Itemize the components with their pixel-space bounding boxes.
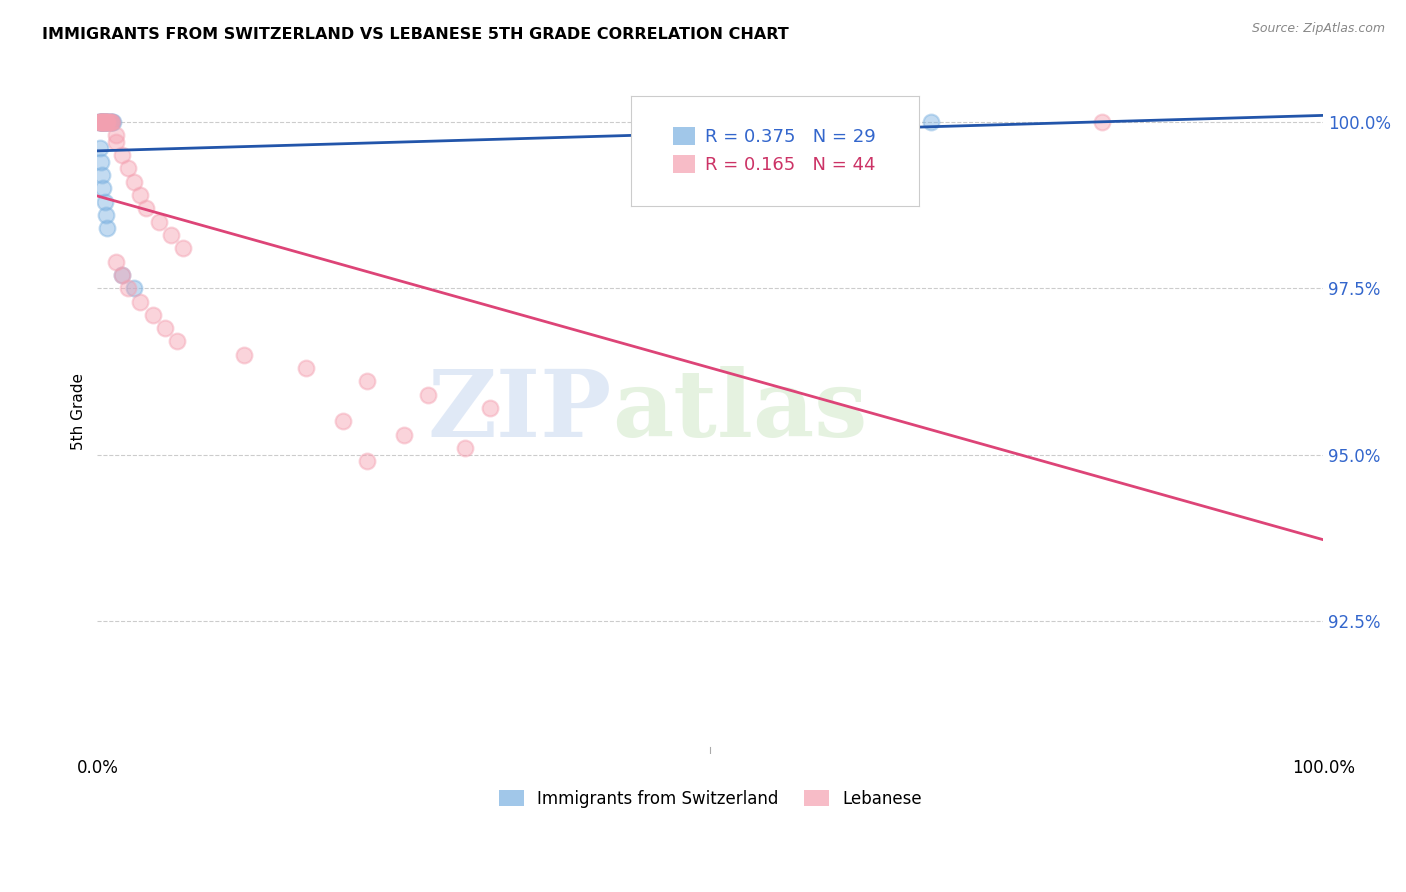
Point — [98, 115, 121, 129]
Point — [89, 115, 111, 129]
Point — [392, 427, 415, 442]
Point — [356, 454, 378, 468]
Point — [111, 268, 134, 282]
Point — [91, 115, 114, 129]
Point — [90, 115, 112, 129]
Point — [101, 115, 124, 129]
Point — [91, 168, 114, 182]
Point — [93, 115, 115, 129]
Point — [96, 221, 118, 235]
Point — [135, 202, 157, 216]
Text: atlas: atlas — [612, 367, 868, 457]
Point — [93, 115, 115, 129]
Point — [93, 181, 115, 195]
Point — [418, 388, 440, 402]
Point — [89, 141, 111, 155]
Point — [91, 115, 114, 129]
Point — [129, 188, 152, 202]
Point — [103, 115, 125, 129]
Point — [94, 115, 117, 129]
Point — [98, 115, 121, 129]
Point — [148, 214, 170, 228]
Point — [90, 115, 112, 129]
Point — [104, 135, 127, 149]
Text: Source: ZipAtlas.com: Source: ZipAtlas.com — [1251, 22, 1385, 36]
Point — [117, 161, 139, 176]
Point — [91, 115, 114, 129]
Point — [100, 115, 122, 129]
Point — [141, 308, 163, 322]
Point — [454, 441, 477, 455]
Point — [122, 281, 145, 295]
Point — [294, 361, 316, 376]
Point — [93, 194, 115, 209]
Point — [111, 268, 134, 282]
Point — [166, 334, 188, 349]
Point — [90, 115, 112, 129]
Point — [97, 115, 120, 129]
Point — [96, 115, 118, 129]
Point — [478, 401, 501, 415]
Point — [117, 281, 139, 295]
Point — [93, 115, 115, 129]
Point — [87, 115, 110, 129]
Point — [104, 128, 127, 142]
Point — [172, 241, 194, 255]
Point — [920, 115, 942, 129]
Point — [129, 294, 152, 309]
Point — [96, 115, 118, 129]
Text: ZIP: ZIP — [427, 367, 612, 457]
Point — [93, 115, 115, 129]
Point — [94, 115, 117, 129]
Point — [100, 115, 122, 129]
Point — [332, 414, 354, 428]
Point — [160, 227, 183, 242]
Point — [104, 254, 127, 268]
Legend: Immigrants from Switzerland, Lebanese: Immigrants from Switzerland, Lebanese — [492, 783, 928, 814]
Point — [96, 115, 118, 129]
Point — [233, 348, 256, 362]
Point — [93, 115, 115, 129]
Point — [87, 115, 110, 129]
Text: IMMIGRANTS FROM SWITZERLAND VS LEBANESE 5TH GRADE CORRELATION CHART: IMMIGRANTS FROM SWITZERLAND VS LEBANESE … — [42, 27, 789, 42]
Point — [93, 115, 115, 129]
Point — [111, 148, 134, 162]
Point — [761, 121, 783, 136]
Point — [94, 115, 117, 129]
Point — [90, 154, 112, 169]
Point — [93, 115, 115, 129]
Point — [89, 115, 111, 129]
Point — [91, 115, 114, 129]
Point — [356, 375, 378, 389]
Point — [153, 321, 176, 335]
Point — [122, 175, 145, 189]
Point — [101, 115, 124, 129]
Point — [90, 115, 112, 129]
Point — [1091, 115, 1114, 129]
Point — [93, 115, 115, 129]
Y-axis label: 5th Grade: 5th Grade — [72, 373, 86, 450]
Point — [97, 115, 120, 129]
Point — [94, 208, 117, 222]
